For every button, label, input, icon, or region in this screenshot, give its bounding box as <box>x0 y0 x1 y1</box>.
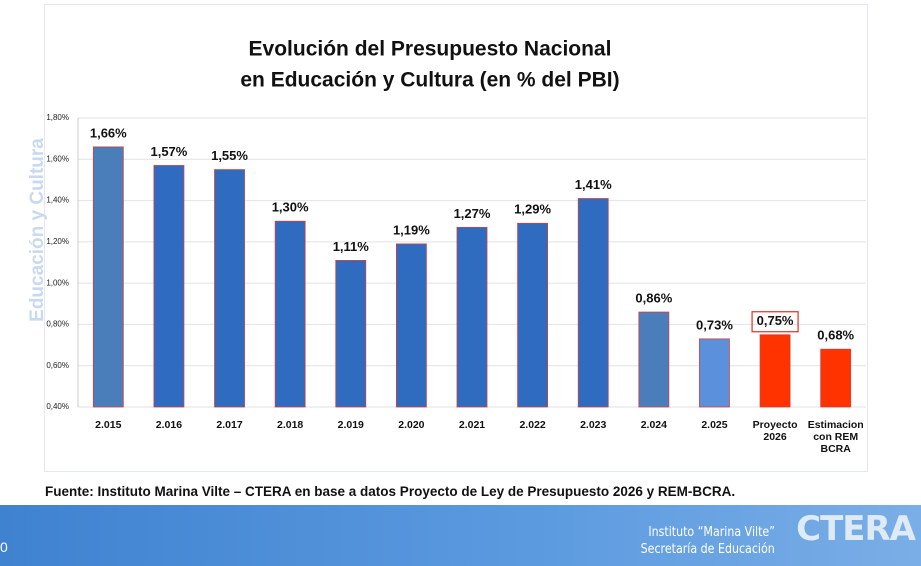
chart-title: Evolución del Presupuesto Nacional <box>249 38 612 61</box>
y-tick-label: 1,80% <box>46 113 69 122</box>
bar <box>699 338 730 408</box>
x-tick-label: Estimacion con REM BCRA <box>807 419 864 455</box>
bar <box>577 198 609 408</box>
footer-secretaria: Secretaría de Educación <box>640 542 775 557</box>
x-tick-label: 2.017 <box>216 419 243 431</box>
chart-subtitle: en Educación y Cultura (en % del PBI) <box>240 69 619 92</box>
label-highlight <box>751 311 799 333</box>
bar <box>759 334 791 408</box>
footer-institute: Instituto “Marina Vilte” <box>648 525 775 540</box>
value-label: 1,29% <box>514 202 551 217</box>
page-number: 0 <box>0 539 8 555</box>
bar <box>92 146 124 408</box>
value-label: 0,86% <box>635 290 672 305</box>
value-label: 1,19% <box>393 222 430 237</box>
x-tick-label: Proyecto 2026 <box>752 419 798 443</box>
value-label: 1,57% <box>150 144 187 159</box>
y-tick-label: 0,80% <box>46 320 69 329</box>
value-label: 0,73% <box>696 317 733 332</box>
y-tick-label: 0,60% <box>46 361 69 370</box>
x-tick-label: 2.018 <box>277 419 304 431</box>
logo: CTERA <box>796 509 916 549</box>
value-label: 0,75% <box>757 313 794 328</box>
x-tick-label: 2.024 <box>640 419 667 431</box>
x-tick-label: 2.019 <box>337 419 364 431</box>
bar <box>274 220 306 408</box>
value-label: 1,66% <box>90 125 127 140</box>
bar <box>638 311 670 408</box>
y-tick-label: 0,40% <box>46 402 69 411</box>
x-tick-label: 2.021 <box>458 419 486 431</box>
x-tick-label: 2.020 <box>398 419 425 431</box>
x-tick-label: 2.023 <box>580 419 607 431</box>
y-tick-label: 1,20% <box>46 237 69 246</box>
bar <box>335 260 367 408</box>
x-tick-label: 2.015 <box>95 419 122 431</box>
value-label: 1,11% <box>333 239 370 254</box>
bar <box>153 165 185 408</box>
value-label: 1,41% <box>575 177 612 192</box>
bar <box>395 243 427 408</box>
side-label: Educación y Cultura <box>27 138 48 322</box>
bar <box>517 222 549 408</box>
x-tick-label: 2.016 <box>155 419 183 431</box>
bar <box>820 348 852 408</box>
footer-band: Instituto “Marina Vilte” Secretaría de E… <box>0 505 921 566</box>
value-label: 1,27% <box>454 206 491 221</box>
y-tick-label: 1,40% <box>46 196 69 205</box>
bar <box>456 227 488 408</box>
value-label: 1,30% <box>272 200 309 215</box>
source-note: Fuente: Instituto Marina Vilte – CTERA e… <box>45 484 736 499</box>
bar <box>214 169 245 408</box>
x-tick-label: 2.025 <box>701 419 728 431</box>
value-label: 0,68% <box>817 328 854 343</box>
y-tick-label: 1,00% <box>46 278 69 287</box>
y-tick-label: 1,60% <box>46 154 69 163</box>
value-label: 1,55% <box>211 148 248 163</box>
x-tick-label: 2.022 <box>519 419 546 431</box>
